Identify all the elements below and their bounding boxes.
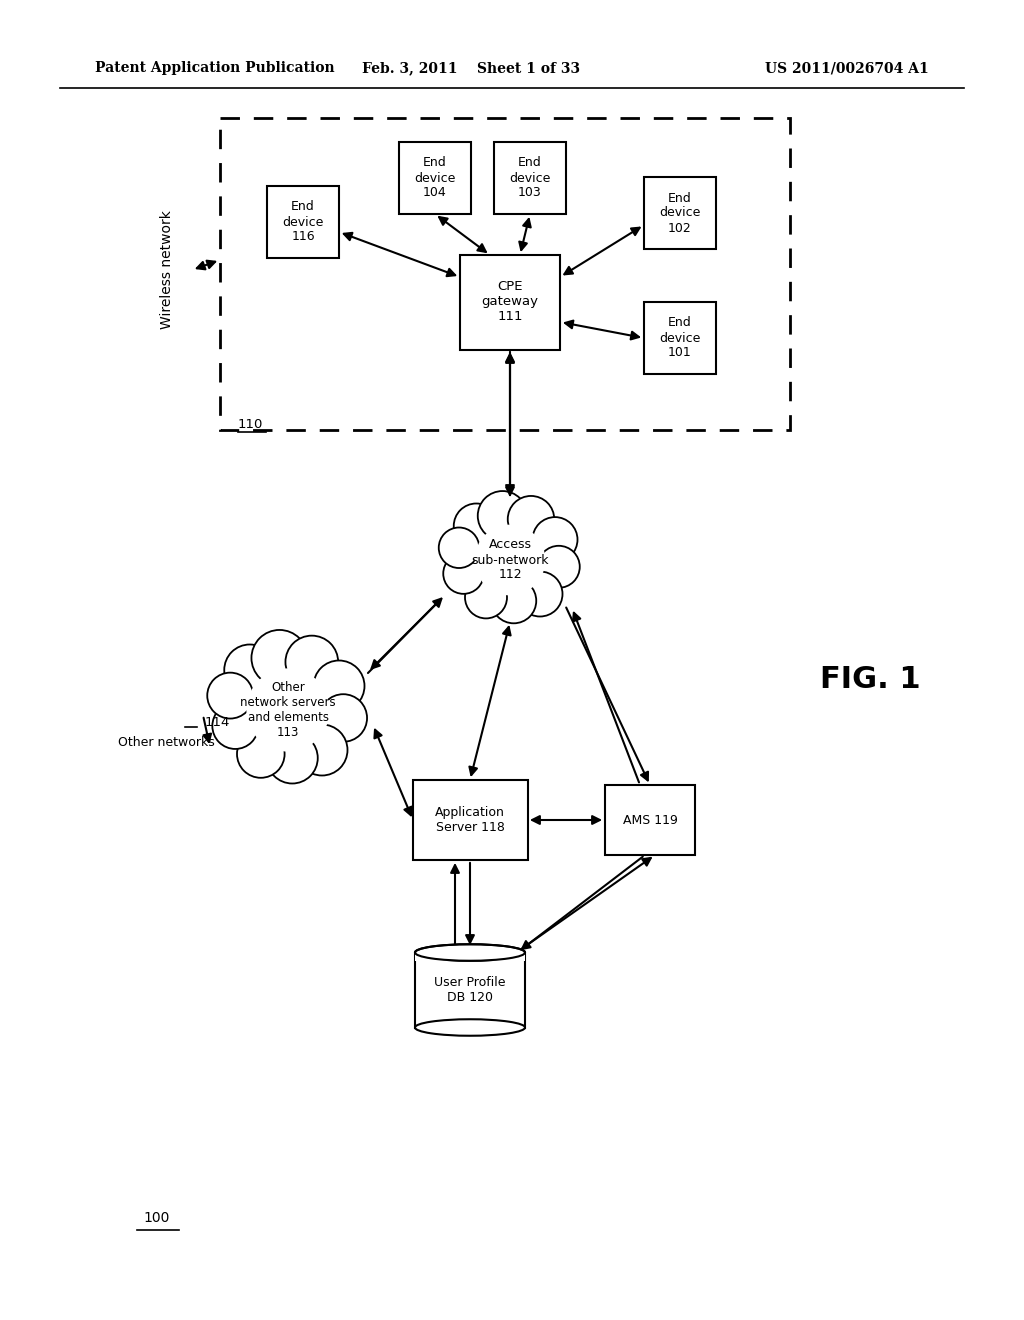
Text: End
device
103: End device 103 bbox=[509, 157, 551, 199]
Ellipse shape bbox=[415, 1019, 525, 1036]
Bar bbox=[644, 177, 716, 249]
Bar bbox=[413, 780, 527, 861]
Bar bbox=[220, 117, 790, 430]
Text: 100: 100 bbox=[143, 1210, 170, 1225]
Text: CPE
gateway
111: CPE gateway 111 bbox=[481, 281, 539, 323]
Text: End
device
116: End device 116 bbox=[283, 201, 324, 243]
Text: Access
sub-network
112: Access sub-network 112 bbox=[471, 539, 549, 582]
Bar bbox=[644, 302, 716, 374]
Text: AMS 119: AMS 119 bbox=[623, 813, 678, 826]
Bar bbox=[415, 953, 525, 961]
Circle shape bbox=[475, 524, 546, 595]
Text: 114: 114 bbox=[205, 715, 230, 729]
Text: 110: 110 bbox=[238, 418, 263, 432]
Text: US 2011/0026704 A1: US 2011/0026704 A1 bbox=[765, 61, 929, 75]
Bar bbox=[399, 143, 471, 214]
Text: Patent Application Publication: Patent Application Publication bbox=[95, 61, 335, 75]
Text: End
device
101: End device 101 bbox=[659, 317, 700, 359]
Bar bbox=[605, 785, 695, 855]
Bar bbox=[494, 143, 566, 214]
Text: End
device
102: End device 102 bbox=[659, 191, 700, 235]
Text: Application
Server 118: Application Server 118 bbox=[435, 807, 505, 834]
Ellipse shape bbox=[415, 944, 525, 961]
Bar bbox=[267, 186, 339, 257]
Text: Other
network servers
and elements
113: Other network servers and elements 113 bbox=[241, 681, 336, 739]
Bar bbox=[415, 953, 525, 1027]
Text: User Profile
DB 120: User Profile DB 120 bbox=[434, 975, 506, 1005]
Text: End
device
104: End device 104 bbox=[415, 157, 456, 199]
Circle shape bbox=[247, 668, 330, 751]
Text: Feb. 3, 2011    Sheet 1 of 33: Feb. 3, 2011 Sheet 1 of 33 bbox=[361, 61, 581, 75]
Bar bbox=[460, 255, 560, 350]
Text: Other networks: Other networks bbox=[118, 735, 215, 748]
Text: FIG. 1: FIG. 1 bbox=[819, 665, 921, 694]
Text: Wireless network: Wireless network bbox=[160, 211, 174, 330]
